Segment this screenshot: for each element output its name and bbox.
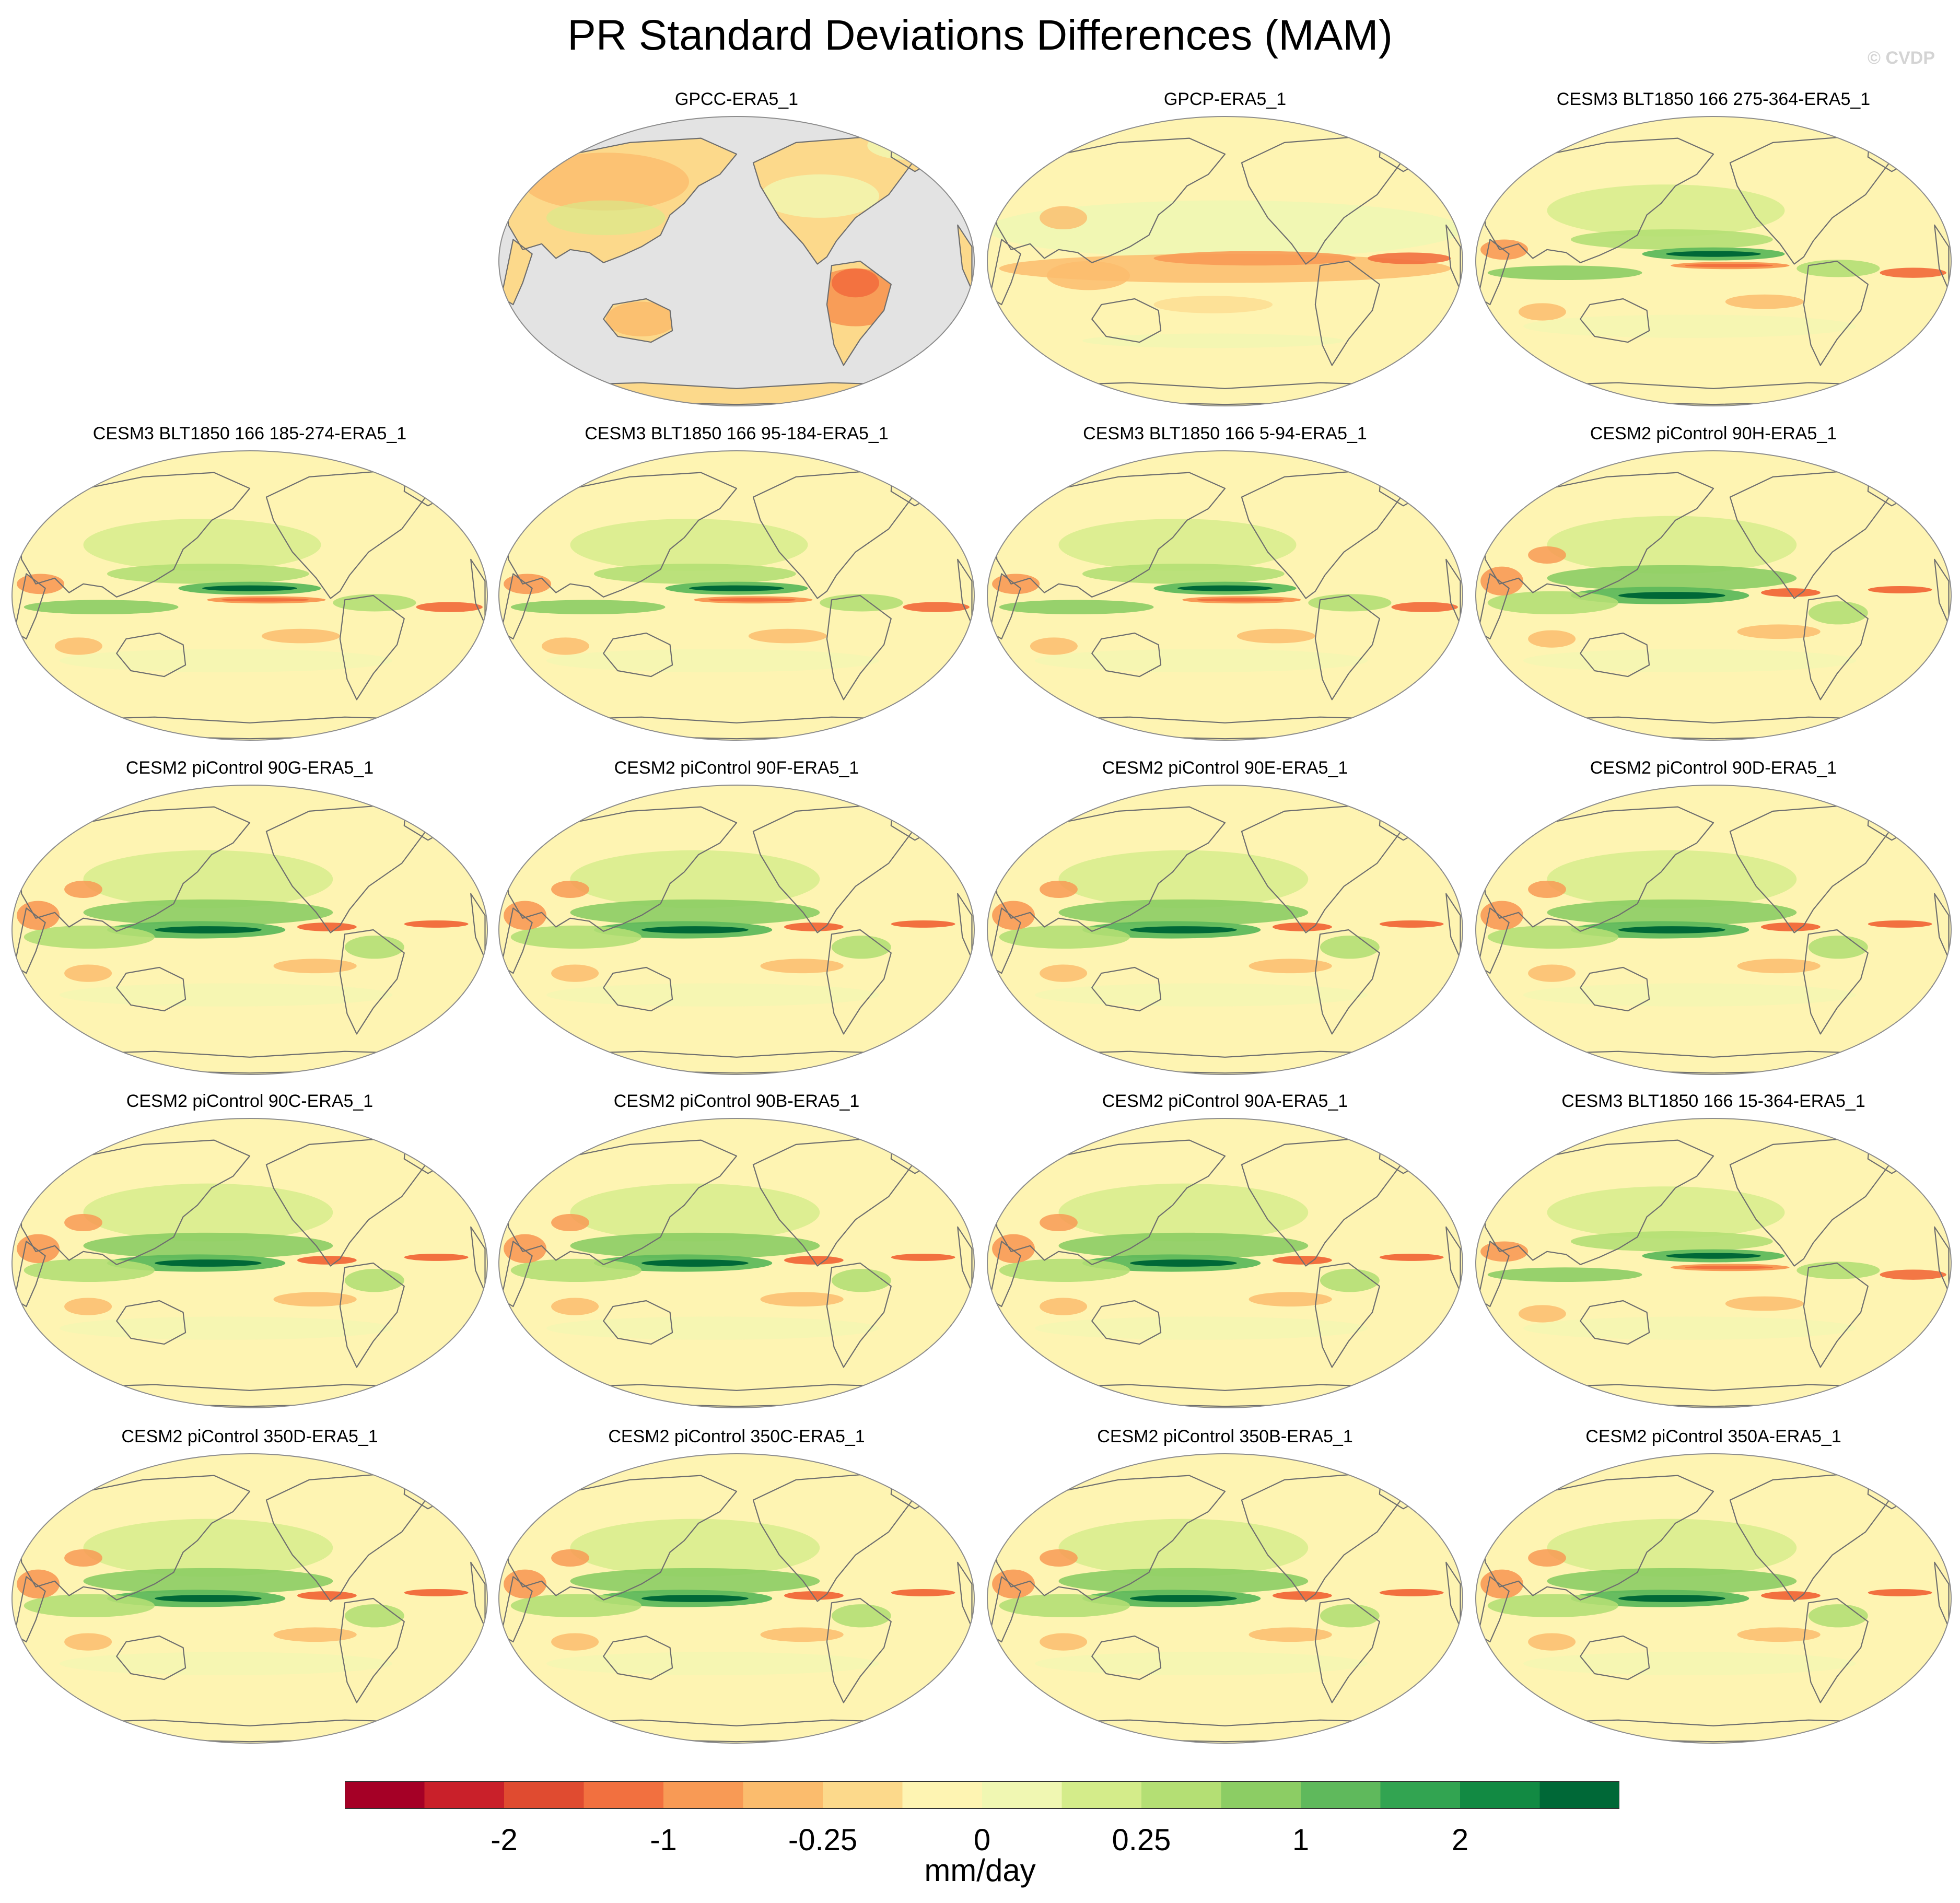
map-panel: CESM2 piControl 350D-ERA5_1 [9,1426,490,1748]
panel-title: CESM3 BLT1850 166 275-364-ERA5_1 [1556,89,1871,109]
robinson-map [1475,1118,1952,1408]
figure-title: PR Standard Deviations Differences (MAM) [567,11,1393,59]
colorbar-tick-label: 0.25 [1112,1823,1171,1857]
colorbar-tick-label: -0.25 [788,1823,857,1857]
panel-title: CESM2 piControl 350D-ERA5_1 [121,1427,378,1446]
colorbar-tick-label: 2 [1452,1823,1468,1857]
map-panel: CESM3 BLT1850 166 5-94-ERA5_1 [985,423,1465,745]
robinson-map [987,1118,1463,1408]
colorbar-swatch [584,1781,663,1808]
map-panel: CESM3 BLT1850 166 95-184-ERA5_1 [496,423,977,745]
panel-title: CESM2 piControl 90E-ERA5_1 [1102,758,1348,778]
robinson-map [498,785,975,1075]
colorbar-tick-label: 0 [974,1823,990,1857]
colorbar: -2 -1 -0.25 0 0.25 1 2 [345,1781,1619,1857]
map-panel: GPCC-ERA5_1 [496,89,977,411]
panel-title: CESM3 BLT1850 166 15-364-ERA5_1 [1561,1091,1865,1111]
map-panel: CESM2 piControl 90E-ERA5_1 [985,757,1465,1079]
robinson-map [498,450,975,741]
map-panel: CESM3 BLT1850 166 275-364-ERA5_1 [1473,89,1954,411]
map-panel: CESM2 piControl 350A-ERA5_1 [1473,1426,1954,1748]
robinson-map [1475,785,1952,1075]
colorbar-swatch [345,1781,425,1808]
panel-title: CESM2 piControl 90A-ERA5_1 [1102,1091,1348,1111]
colorbar-swatch [743,1781,823,1808]
colorbar-swatch [823,1781,903,1808]
robinson-map [987,785,1463,1075]
robinson-map [1475,450,1952,741]
robinson-map [11,1118,488,1408]
colorbar-swatch [1301,1781,1381,1808]
panel-title: CESM2 piControl 90H-ERA5_1 [1590,424,1837,443]
colorbar-frame [345,1781,1619,1809]
map-panel: CESM3 BLT1850 166 15-364-ERA5_1 [1473,1091,1954,1412]
robinson-map [987,1453,1463,1744]
map-panel: CESM2 piControl 90H-ERA5_1 [1473,423,1954,745]
robinson-map [1475,1453,1952,1744]
panel-title: CESM2 piControl 90F-ERA5_1 [614,758,859,778]
colorbar-swatch [663,1781,743,1808]
colorbar-swatch [982,1781,1062,1808]
colorbar-unit-label: mm/day [924,1853,1036,1888]
robinson-map [11,450,488,741]
robinson-map [987,116,1463,406]
map-panel: CESM2 piControl 90D-ERA5_1 [1473,757,1954,1079]
robinson-map [1475,116,1952,406]
panel-title: CESM2 piControl 90C-ERA5_1 [126,1091,374,1111]
map-panel: CESM2 piControl 90A-ERA5_1 [985,1091,1465,1412]
colorbar-swatch [1221,1781,1301,1808]
panel-title: CESM2 piControl 90B-ERA5_1 [613,1091,860,1111]
panel-title: CESM3 BLT1850 166 185-274-ERA5_1 [92,424,407,443]
panel-title: GPCC-ERA5_1 [674,89,799,109]
colorbar-tick-label: -1 [650,1823,677,1857]
robinson-map [498,1118,975,1408]
map-panel: CESM2 piControl 90G-ERA5_1 [9,757,490,1079]
colorbar-swatch [1539,1781,1619,1808]
robinson-map [498,1453,975,1744]
map-panel: CESM2 piControl 90B-ERA5_1 [496,1091,977,1412]
map-panel: CESM2 piControl 350C-ERA5_1 [496,1426,977,1748]
panel-title: CESM2 piControl 350C-ERA5_1 [608,1427,865,1446]
panel-title: CESM3 BLT1850 166 95-184-ERA5_1 [585,424,889,443]
robinson-map [498,116,975,406]
panel-title: CESM2 piControl 90G-ERA5_1 [125,758,374,778]
colorbar-tick-label: -2 [491,1823,518,1857]
panel-title: CESM2 piControl 350A-ERA5_1 [1585,1427,1841,1446]
colorbar-tick-label: 1 [1292,1823,1309,1857]
panel-title: GPCP-ERA5_1 [1163,89,1287,109]
map-panel: GPCP-ERA5_1 [985,89,1465,411]
map-panel: CESM2 piControl 90C-ERA5_1 [9,1091,490,1412]
panel-title: CESM2 piControl 90D-ERA5_1 [1590,758,1837,778]
robinson-map [11,785,488,1075]
robinson-map [11,1453,488,1744]
colorbar-swatch [902,1781,982,1808]
colorbar-swatch [1061,1781,1141,1808]
panel-title: CESM3 BLT1850 166 5-94-ERA5_1 [1083,424,1367,443]
colorbar-swatch [1380,1781,1460,1808]
colorbar-swatch [1141,1781,1221,1808]
map-panel: CESM2 piControl 350B-ERA5_1 [985,1426,1465,1748]
map-panel: CESM3 BLT1850 166 185-274-ERA5_1 [9,423,490,745]
cvdp-watermark: © CVDP [1868,48,1935,68]
map-panel: CESM2 piControl 90F-ERA5_1 [496,757,977,1079]
colorbar-swatch [504,1781,584,1808]
panel-title: CESM2 piControl 350B-ERA5_1 [1097,1427,1353,1446]
robinson-map [987,450,1463,741]
colorbar-swatch [1460,1781,1540,1808]
colorbar-swatch [424,1781,504,1808]
